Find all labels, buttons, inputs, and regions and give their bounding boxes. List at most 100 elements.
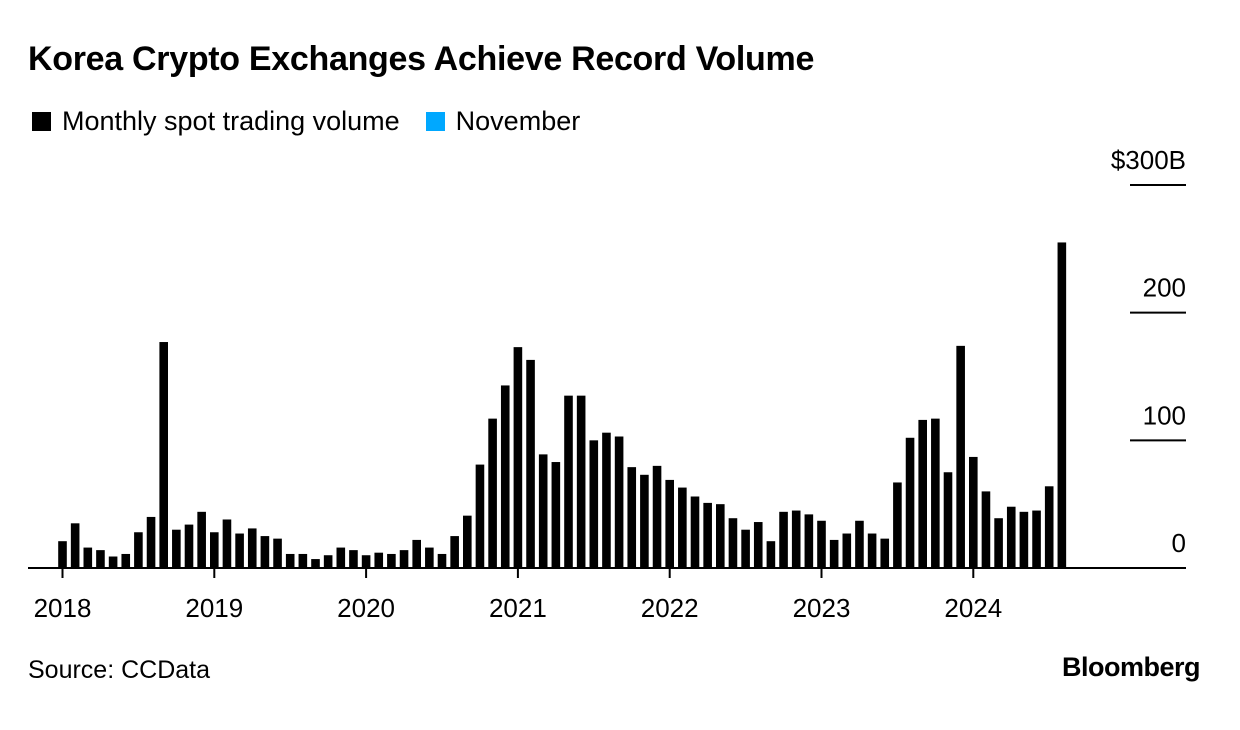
bar — [779, 511, 788, 568]
bloomberg-logo: Bloomberg — [1061, 652, 1201, 682]
legend: Monthly spot trading volume November — [32, 106, 606, 137]
bar — [361, 555, 371, 568]
bar — [956, 345, 965, 568]
bar — [703, 502, 712, 568]
bar — [753, 522, 763, 568]
bar — [969, 456, 978, 568]
bar — [108, 556, 118, 568]
bar — [766, 541, 776, 568]
bar — [880, 538, 890, 568]
bar — [210, 532, 219, 568]
bar — [526, 359, 535, 568]
bar — [994, 518, 1003, 568]
bar — [728, 518, 738, 568]
bar — [791, 510, 801, 568]
bar — [374, 552, 384, 568]
bar — [741, 529, 750, 568]
bar — [58, 541, 67, 568]
bar — [893, 482, 902, 568]
bar — [842, 533, 852, 568]
bar — [817, 520, 826, 568]
source-note: Source: CCData — [28, 656, 211, 684]
bar — [450, 536, 459, 568]
legend-item-november: November — [425, 106, 581, 137]
bar — [564, 395, 573, 568]
bar — [981, 491, 991, 568]
bar — [905, 437, 915, 568]
x-tick-label: 2021 — [489, 593, 547, 623]
bar — [829, 539, 839, 568]
bar — [260, 536, 270, 568]
legend-label-november: November — [455, 106, 581, 136]
bar — [918, 419, 927, 568]
bar — [273, 538, 282, 568]
bar — [1057, 242, 1067, 568]
legend-swatch-monthly-volume — [32, 112, 51, 131]
bar — [855, 520, 864, 568]
bar — [488, 418, 497, 568]
bar — [551, 462, 561, 568]
y-tick-label: 100 — [1143, 400, 1186, 430]
bar — [500, 385, 510, 568]
y-tick-label: $300B — [1111, 145, 1186, 175]
x-tick-label: 2020 — [337, 593, 395, 623]
bar — [399, 550, 409, 568]
bar — [311, 559, 320, 568]
y-tick-label: 0 — [1172, 528, 1186, 558]
bar — [716, 504, 725, 568]
legend-item-monthly-volume: Monthly spot trading volume — [32, 106, 400, 137]
bar — [247, 528, 257, 568]
bar — [804, 514, 814, 568]
bar — [867, 533, 877, 568]
bar — [513, 347, 523, 568]
bar — [576, 395, 586, 568]
x-tick-label: 2022 — [641, 593, 699, 623]
y-tick-label: 200 — [1143, 273, 1186, 303]
bar — [1006, 506, 1016, 568]
legend-swatch-november — [425, 112, 445, 131]
bar — [298, 553, 308, 568]
bar — [134, 532, 143, 568]
bar — [412, 539, 421, 568]
bar — [652, 465, 662, 568]
bar — [665, 479, 674, 568]
bar — [614, 436, 624, 568]
bar — [285, 553, 295, 568]
bar — [640, 474, 649, 568]
bar — [931, 418, 940, 568]
bar — [83, 547, 93, 568]
bar — [1032, 510, 1041, 568]
x-tick-label: 2018 — [34, 593, 92, 623]
bar — [70, 523, 80, 568]
bar — [437, 553, 447, 568]
bar — [235, 533, 244, 568]
bar — [96, 550, 105, 568]
x-tick-label: 2019 — [185, 593, 243, 623]
bar — [690, 496, 700, 568]
bar — [1044, 486, 1054, 568]
bar — [475, 464, 485, 568]
chart-title: Korea Crypto Exchanges Achieve Record Vo… — [28, 40, 815, 78]
bar — [323, 555, 333, 568]
bar — [387, 553, 396, 568]
legend-label-monthly-volume: Monthly spot trading volume — [62, 106, 400, 136]
bar — [602, 432, 611, 568]
bar — [463, 515, 472, 568]
bar — [943, 472, 953, 568]
bar — [349, 550, 358, 568]
bar — [121, 553, 131, 568]
bar — [172, 529, 181, 568]
bar — [538, 454, 548, 568]
bar — [222, 519, 232, 568]
bar — [589, 440, 599, 568]
bar — [336, 547, 346, 568]
bar — [1019, 511, 1029, 568]
bar — [197, 511, 206, 568]
bar — [146, 516, 156, 568]
bar — [627, 467, 637, 568]
bar — [425, 547, 434, 568]
x-tick-label: 2024 — [944, 593, 1002, 623]
x-tick-label: 2023 — [793, 593, 851, 623]
bar — [678, 487, 687, 568]
